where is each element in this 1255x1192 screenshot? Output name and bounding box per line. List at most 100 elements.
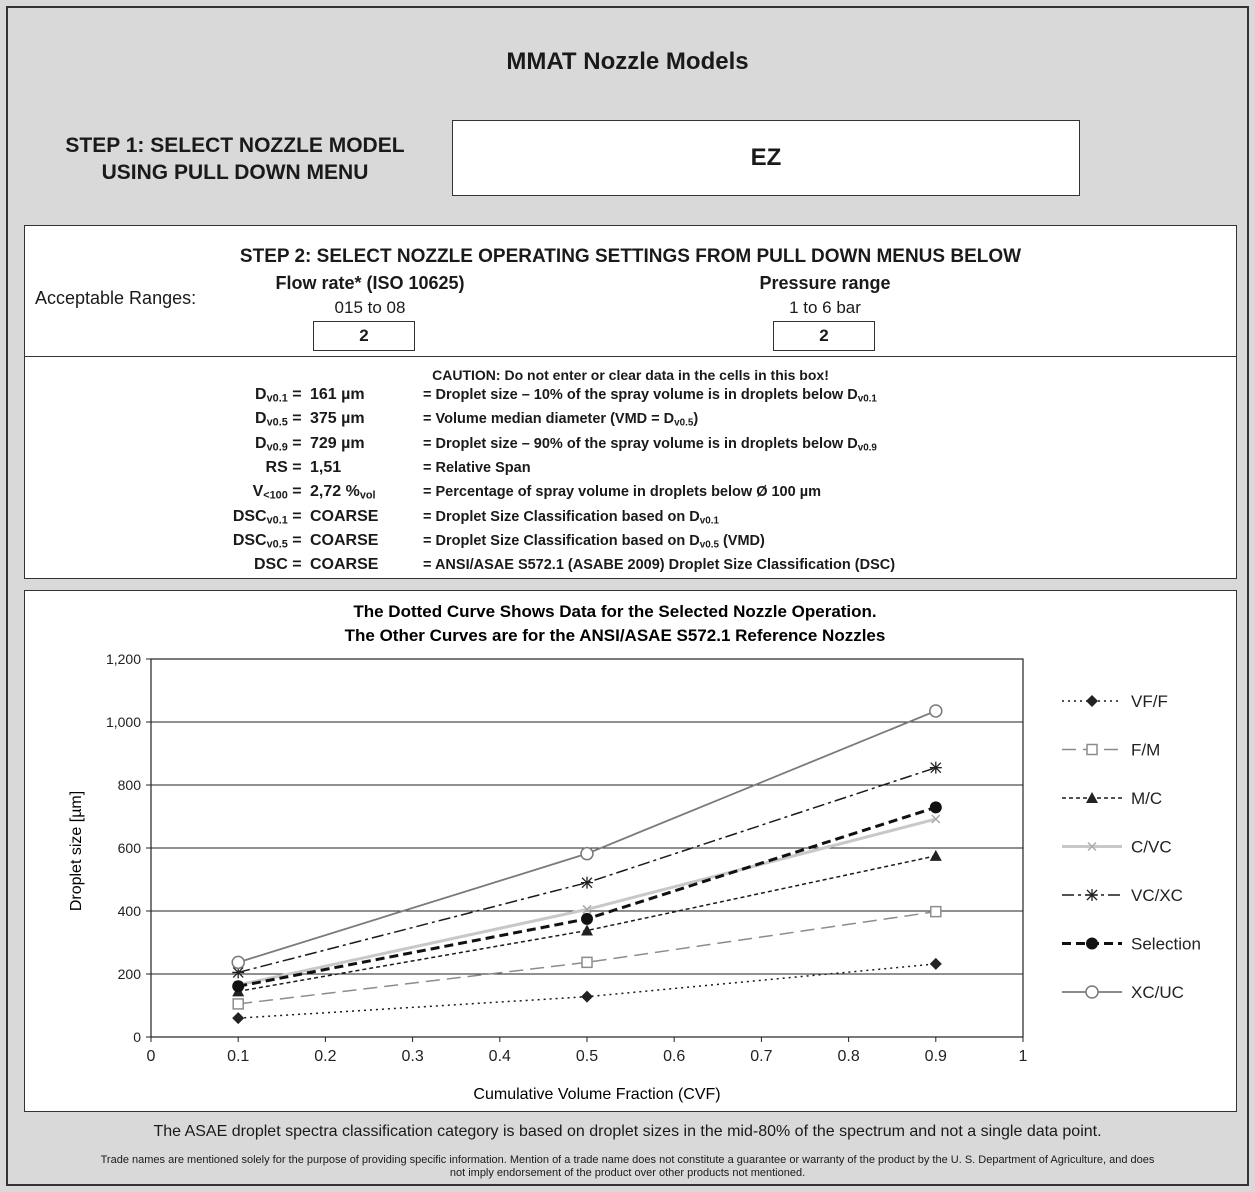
data-point-f-m-shape bbox=[930, 905, 942, 918]
legend-label-f-m: F/M bbox=[1131, 741, 1160, 760]
data-point-xc-uc bbox=[929, 704, 943, 718]
data-point-xc-uc-shape bbox=[231, 955, 245, 970]
data-point-selection-shape bbox=[929, 801, 942, 814]
data-point-f-m-shape bbox=[232, 998, 244, 1010]
flow-rate-dropdown[interactable]: 2 bbox=[313, 321, 415, 351]
data-point-m-c-shape bbox=[581, 924, 593, 936]
data-point-f-m bbox=[930, 905, 942, 918]
result-symbol-subscript: v0.9 bbox=[266, 441, 288, 454]
x-tick-label: 0.1 bbox=[227, 1048, 249, 1065]
legend-marker-c-vc-shape bbox=[1087, 841, 1097, 852]
series-line-vc-xc bbox=[238, 766, 937, 974]
nozzle-model-dropdown[interactable]: EZ bbox=[452, 120, 1080, 196]
x-tick-label: 0 bbox=[147, 1048, 156, 1065]
result-value-subscript: vol bbox=[359, 489, 376, 502]
legend-marker-vc-xc-shape bbox=[1086, 889, 1098, 901]
result-value: 1,51 bbox=[310, 459, 341, 477]
legend-label-selection: Selection bbox=[1131, 935, 1201, 954]
data-point-selection-shape bbox=[581, 912, 593, 925]
result-description: = ANSI/ASAE S572.1 (ASABE 2009) Droplet … bbox=[423, 557, 895, 573]
result-value: 2,72 %vol bbox=[310, 483, 376, 501]
result-description: = Relative Span bbox=[423, 460, 531, 476]
data-point-vc-xc bbox=[929, 761, 942, 774]
data-point-xc-uc-shape bbox=[580, 846, 594, 861]
x-tick-label: 0.9 bbox=[925, 1048, 947, 1065]
result-equals: = bbox=[287, 556, 306, 574]
result-symbol: Dv0.1 = bbox=[255, 386, 306, 404]
page-title: MMAT Nozzle Models bbox=[506, 48, 749, 75]
acceptable-ranges-label: Acceptable Ranges: bbox=[35, 288, 197, 308]
data-point-f-m-shape bbox=[581, 956, 593, 969]
data-point-vc-xc-shape bbox=[232, 966, 245, 979]
flow-rate-title: Flow rate* (ISO 10625) bbox=[275, 273, 465, 293]
classification-note: The ASAE droplet spectra classification … bbox=[153, 1123, 1102, 1140]
legend-marker-vc-xc bbox=[1086, 889, 1098, 901]
result-value-text: COARSE bbox=[310, 507, 379, 525]
x-tick-label: 0.2 bbox=[314, 1048, 336, 1065]
result-description-subscript: v0.5 bbox=[674, 417, 694, 429]
result-description-text: = ANSI/ASAE S572.1 (ASABE 2009) Droplet … bbox=[423, 557, 896, 574]
result-value-text: 375 µm bbox=[310, 410, 365, 428]
result-symbol: RS = bbox=[266, 459, 306, 477]
caution-text: CAUTION: Do not enter or clear data in t… bbox=[432, 367, 829, 383]
data-point-m-c bbox=[929, 849, 942, 861]
result-symbol-base: V bbox=[252, 483, 264, 501]
y-axis-label: Droplet size [µm] bbox=[68, 791, 85, 911]
pressure-range-range: 1 to 6 bar bbox=[789, 298, 861, 317]
step1-label: STEP 1: SELECT NOZZLE MODEL USING PULL D… bbox=[40, 132, 430, 186]
legend-label-m-c: M/C bbox=[1131, 789, 1162, 808]
result-description-subscript: v0.1 bbox=[699, 514, 719, 526]
legend-marker-selection bbox=[1086, 937, 1098, 950]
legend-marker-m-c bbox=[1086, 792, 1098, 803]
result-description-text: = Volume median diameter (VMD = D bbox=[423, 411, 675, 428]
result-symbol-base: D bbox=[255, 410, 267, 428]
pressure-dropdown[interactable]: 2 bbox=[773, 321, 875, 351]
result-description: = Droplet size – 10% of the spray volume… bbox=[423, 387, 877, 404]
result-description-text: = Droplet Size Classification based on D bbox=[423, 532, 700, 549]
result-value-text: 729 µm bbox=[310, 434, 365, 452]
result-description-text: = Percentage of spray volume in droplets… bbox=[423, 484, 821, 501]
legend-marker-vf-f-shape bbox=[1086, 695, 1098, 707]
result-symbol-base: DSC bbox=[232, 531, 267, 549]
result-row: DSC v0.5 = COARSE = Droplet Size Classific… bbox=[25, 532, 1236, 556]
result-description-text: = Droplet size – 90% of the spray volume… bbox=[423, 435, 858, 452]
data-point-c-vc bbox=[582, 904, 592, 914]
data-point-xc-uc bbox=[580, 846, 594, 861]
data-point-selection-shape bbox=[232, 980, 245, 993]
result-description-text: = Droplet size – 10% of the spray volume… bbox=[423, 387, 858, 403]
y-tick-label: 400 bbox=[118, 903, 142, 919]
x-tick-label: 0.8 bbox=[837, 1048, 859, 1065]
data-point-vf-f bbox=[581, 990, 593, 1003]
trade-name-disclaimer: Trade names are mentioned solely for the… bbox=[100, 1154, 1155, 1179]
data-point-vf-f-shape bbox=[232, 1012, 245, 1025]
result-value: COARSE bbox=[310, 556, 378, 574]
result-description-text: = Relative Span bbox=[423, 459, 531, 476]
result-row: DSC = COARSE = ANSI/ASAE S572.1 (ASABE 20… bbox=[25, 556, 1236, 580]
result-value: COARSE bbox=[310, 532, 378, 550]
y-tick-label: 0 bbox=[133, 1029, 141, 1045]
data-point-xc-uc bbox=[231, 955, 245, 970]
result-value: 729 µm bbox=[310, 435, 365, 453]
step1-label-line2: USING PULL DOWN MENU bbox=[101, 161, 369, 184]
result-description-tail: (VMD) bbox=[718, 532, 765, 549]
data-point-selection bbox=[929, 801, 942, 814]
data-point-m-c-shape bbox=[929, 849, 942, 861]
x-tick-label: 1 bbox=[1019, 1048, 1028, 1065]
result-row: RS = 1,51 = Relative Span bbox=[25, 459, 1236, 483]
legend-marker-f-m-shape bbox=[1086, 743, 1098, 756]
result-description-subscript: v0.5 bbox=[699, 539, 719, 551]
data-point-vc-xc bbox=[232, 966, 245, 979]
result-description: = Volume median diameter (VMD = Dv0.5) bbox=[423, 411, 698, 429]
y-tick-label: 1,200 bbox=[106, 651, 141, 667]
result-description-subscript: v0.9 bbox=[857, 442, 877, 454]
x-tick-label: 0.6 bbox=[663, 1048, 685, 1065]
data-point-vf-f bbox=[232, 1012, 245, 1025]
result-equals: = bbox=[287, 410, 306, 428]
result-symbol-subscript: v0.5 bbox=[266, 417, 288, 430]
result-value-text: COARSE bbox=[310, 531, 379, 549]
result-equals: = bbox=[287, 386, 306, 403]
flow-rate-value: 2 bbox=[359, 326, 369, 345]
result-value-text: 161 µm bbox=[310, 386, 365, 403]
data-point-selection bbox=[581, 912, 593, 925]
result-equals: = bbox=[287, 531, 306, 549]
